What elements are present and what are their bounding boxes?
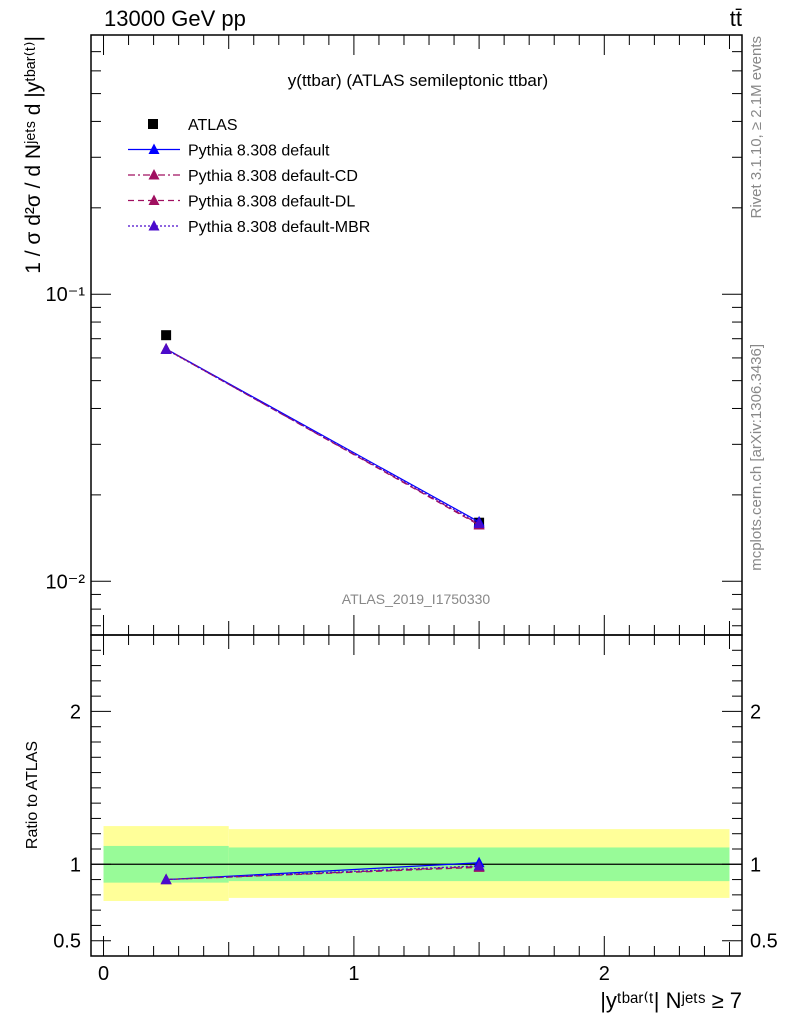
analysis-watermark: ATLAS_2019_I1750330 bbox=[342, 591, 491, 607]
ratio-line-3 bbox=[166, 865, 480, 881]
x-tick-label: 2 bbox=[599, 963, 610, 985]
ratio-axis-ticks: 0 1 2 0.5 0.5 1 1 2 2 bbox=[53, 635, 778, 985]
legend-marker-3 bbox=[148, 194, 160, 205]
ratio-y-tick-label-right: 0.5 bbox=[750, 931, 778, 953]
ratio-point-3 bbox=[473, 859, 485, 871]
legend: ATLAS Pythia 8.308 default Pythia 8.308 de… bbox=[128, 117, 370, 236]
legend-label-4: Pythia 8.308 default-MBR bbox=[188, 219, 370, 236]
mc-point-4 bbox=[160, 343, 172, 354]
series-line-4 bbox=[165, 348, 480, 525]
energy-label: 13000 GeV pp bbox=[104, 6, 246, 31]
main-series-group bbox=[160, 330, 485, 530]
data-point-atlas bbox=[161, 330, 172, 341]
legend-marker-1 bbox=[148, 143, 160, 154]
legend-label-2: Pythia 8.308 default-CD bbox=[188, 168, 358, 185]
ratio-y-tick-label-left: 0.5 bbox=[53, 931, 81, 953]
legend-marker-atlas bbox=[148, 119, 158, 129]
plot-title: y(ttbar) (ATLAS semileptonic ttbar) bbox=[288, 71, 548, 90]
ratio-point-3 bbox=[160, 873, 172, 885]
x-tick-label: 1 bbox=[348, 963, 359, 985]
ratio-y-tick-label-left: 2 bbox=[70, 701, 81, 723]
ratio-y-axis-label: Ratio to ATLAS bbox=[24, 741, 41, 849]
main-axis-ticks: 10⁻² 10⁻¹ bbox=[46, 34, 742, 635]
legend-label-0: ATLAS bbox=[188, 117, 238, 134]
legend-marker-2 bbox=[148, 169, 160, 180]
ratio-series-group bbox=[160, 856, 485, 885]
main-y-tick-label: 10⁻² bbox=[46, 571, 86, 593]
mc-point-4 bbox=[473, 517, 485, 528]
series-line-1 bbox=[165, 348, 480, 523]
x-axis-label: |yᵗᵇᵃʳ⁽ᵗ| Nʲᵉᵗˢ ≥ 7 bbox=[600, 988, 742, 1013]
mcplots-label: mcplots.cern.ch [arXiv:1306.3436] bbox=[748, 344, 765, 571]
ratio-uncertainty-bands bbox=[91, 826, 742, 901]
x-tick-label: 0 bbox=[98, 963, 109, 985]
ratio-y-tick-label-left: 1 bbox=[70, 854, 81, 876]
process-label: tt̄ bbox=[730, 6, 742, 31]
legend-marker-4 bbox=[148, 220, 160, 231]
ratio-plot-frame bbox=[90, 634, 743, 957]
legend-label-3: Pythia 8.308 default-DL bbox=[188, 194, 355, 211]
ratio-y-tick-label-right: 2 bbox=[750, 701, 761, 723]
main-y-tick-label: 10⁻¹ bbox=[46, 284, 86, 306]
ratio-y-tick-label-right: 1 bbox=[750, 854, 761, 876]
main-y-axis-label: 1 / σ d²σ / d Nʲᵉᵗˢ d |yᵗᵇᵃʳ⁽ᵗ⁾| bbox=[22, 36, 45, 274]
rivet-label: Rivet 3.1.10, ≥ 2.1M events bbox=[748, 36, 765, 219]
legend-label-1: Pythia 8.308 default bbox=[188, 143, 330, 160]
